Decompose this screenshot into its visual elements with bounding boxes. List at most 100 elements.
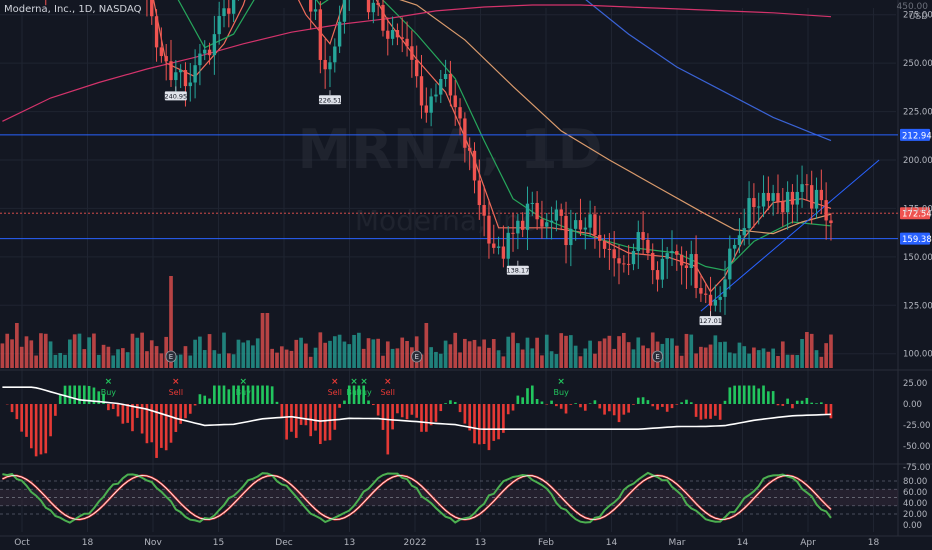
macd-tick-label: 0.00 [903,400,922,410]
volume-bar [463,338,467,368]
volume-bar [299,337,303,368]
volume-bar [241,342,246,368]
candle-body [434,94,438,97]
volume-bar [752,347,756,368]
time-tick-label: Nov [144,538,162,548]
volume-bar [111,355,116,368]
candle-body [530,202,534,204]
grid-lines [0,8,896,532]
price-callout-label: 226.51 [319,96,342,104]
volume-bar [780,341,785,368]
candle-body [415,59,419,77]
candle-body [516,220,520,234]
candle-body [458,107,462,119]
volume-bar [385,341,390,368]
volume-bar [284,349,289,368]
candle-body [540,219,544,227]
volume-bar [482,339,486,368]
candle-body [501,246,506,259]
signal-label: Buy [101,388,117,397]
currency-label: 450.00 USD [897,2,929,22]
macd-signal-line [2,386,832,431]
candle-body [193,65,197,83]
candle-body [217,16,221,35]
earnings-label: E [414,353,418,361]
candle-body [713,299,718,306]
time-tick-label: 15 [213,538,224,548]
candle-body [602,240,607,249]
candle-body [617,258,621,264]
volume-bar [496,350,501,368]
candle-body [520,220,525,230]
level-price-label: 159.38 [902,235,932,245]
volume-bar [646,348,650,368]
volume-bar [795,354,800,368]
signal-marker-icon: × [331,377,339,387]
candle-body [646,239,650,253]
candle-body [487,215,491,244]
volume-bar [814,350,819,368]
price-tick-label: 275.00 [903,11,932,21]
volume-bar [472,339,477,368]
signal-label: Sell [381,388,395,397]
volume-bar [265,313,270,368]
candle-body [622,263,626,265]
earnings-label: E [169,353,173,361]
price-tick-label: 250.00 [903,59,932,69]
candle-body [511,232,515,234]
volume-bar [597,341,602,368]
volume-bar [34,355,38,368]
volume-bar [400,337,405,368]
macd-histogram [5,385,833,458]
earnings-marker [411,350,423,363]
currency-unit: USD [908,12,928,22]
volume-bar [72,334,77,368]
volume-bar [419,354,424,368]
volume-bar [289,350,294,368]
candle-body [607,248,612,250]
candle-body [231,0,236,14]
stoch-tick-label: 40.00 [903,499,927,509]
candle-body [771,193,775,201]
candle-body [323,59,327,70]
time-tick-label: 13 [475,538,486,548]
price-tick-label: 100.00 [903,350,932,360]
candle-body [588,214,592,228]
volume-bar [279,346,284,368]
volume-bar [217,353,222,368]
time-tick-label: 13 [344,538,355,548]
volume-bar [443,340,448,368]
candle-body [395,30,400,38]
candle-body [376,2,380,5]
watermark-ticker: MRNA, 1D [297,118,602,181]
volume-bar [516,343,520,368]
volume-bar [15,323,19,368]
volume-bar [559,333,564,368]
volume-bar [347,344,352,368]
volume-bar [641,345,645,368]
candle-body [761,192,766,207]
price-callout-label: 138.17 [506,267,529,275]
volume-bar [520,349,525,368]
candle-body [328,62,332,70]
price-tick-label: 125.00 [903,301,932,311]
stoch-tick-label: 0.00 [903,521,922,531]
volume-bar [270,348,275,368]
moving-average-line [585,0,832,142]
volume-bar [159,353,164,368]
volume-bar [593,353,597,368]
volume-bar [785,354,790,368]
volume-bar [390,348,395,368]
time-tick-label: Oct [14,538,30,548]
candle-body [785,191,790,213]
volume-bar [617,336,621,368]
volume-bar [771,348,775,368]
candle-body [203,49,207,54]
volume-bar [236,339,241,368]
stoch-tick-label: 80.00 [903,477,927,487]
moving-average-line [177,0,832,272]
candle-body [429,96,433,113]
stoch-k-line [2,471,832,524]
candle-body [535,202,539,220]
